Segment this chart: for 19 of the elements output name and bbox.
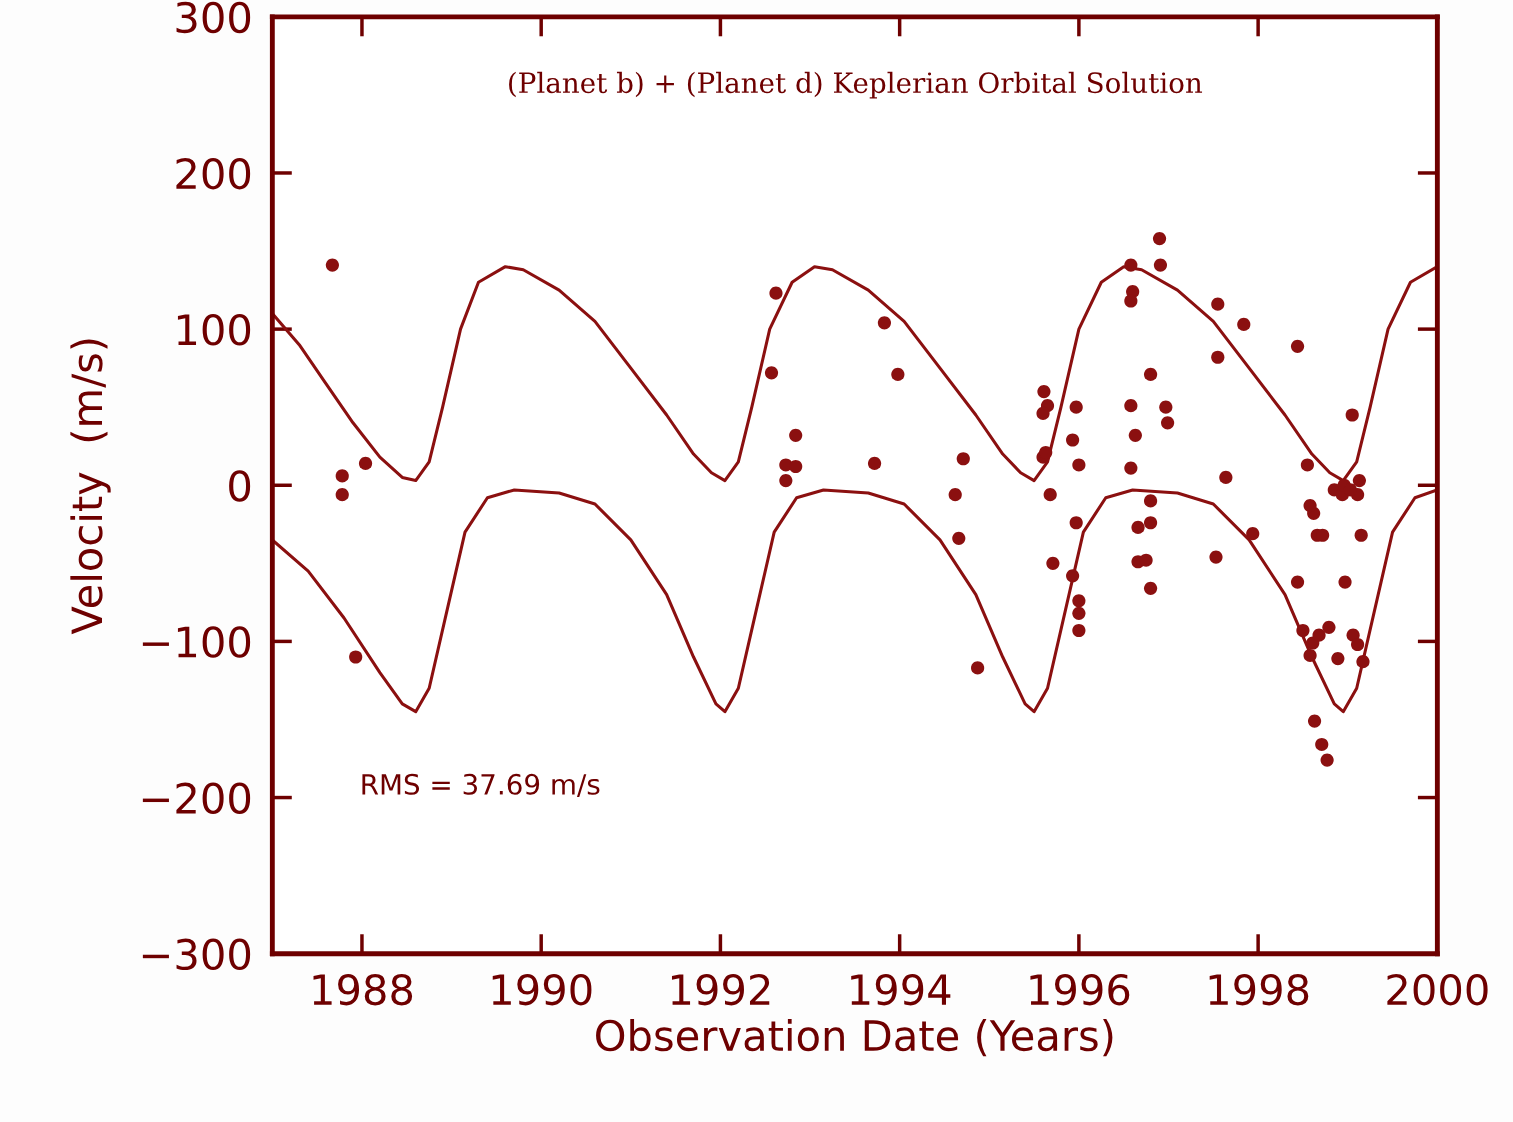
x-tick-label: 1998 bbox=[1209, 973, 1309, 1006]
y-tick-label: −100 bbox=[142, 626, 251, 658]
y-tick-label: 300 bbox=[176, 1, 251, 34]
y-tick-label: −300 bbox=[142, 938, 251, 971]
y-tick-label: 0 bbox=[229, 470, 251, 502]
x-tick-label: 1996 bbox=[1030, 973, 1130, 1006]
x-tick-label: 1992 bbox=[671, 973, 770, 1006]
y-tick-label: 100 bbox=[177, 314, 251, 346]
annotation: RMS = 37.69 m/s bbox=[362, 773, 600, 798]
y-axis-title: Velocity (m/s) bbox=[70, 339, 111, 635]
y-tick-label: −200 bbox=[142, 782, 251, 814]
text: (Planet b) + (Planet d) Keplerian Orbital Solution bbox=[509, 71, 1203, 99]
x-axis-title: Observation Date (Years) bbox=[596, 1019, 1113, 1057]
x-tick-label: 2000 bbox=[1387, 973, 1488, 1006]
x-tick-label: 1990 bbox=[492, 973, 592, 1006]
x-tick-label: 1988 bbox=[313, 973, 413, 1006]
x-tick-label: 1994 bbox=[851, 973, 951, 1006]
y-tick-label: 200 bbox=[176, 157, 251, 190]
line-series bbox=[272, 488, 1438, 714]
